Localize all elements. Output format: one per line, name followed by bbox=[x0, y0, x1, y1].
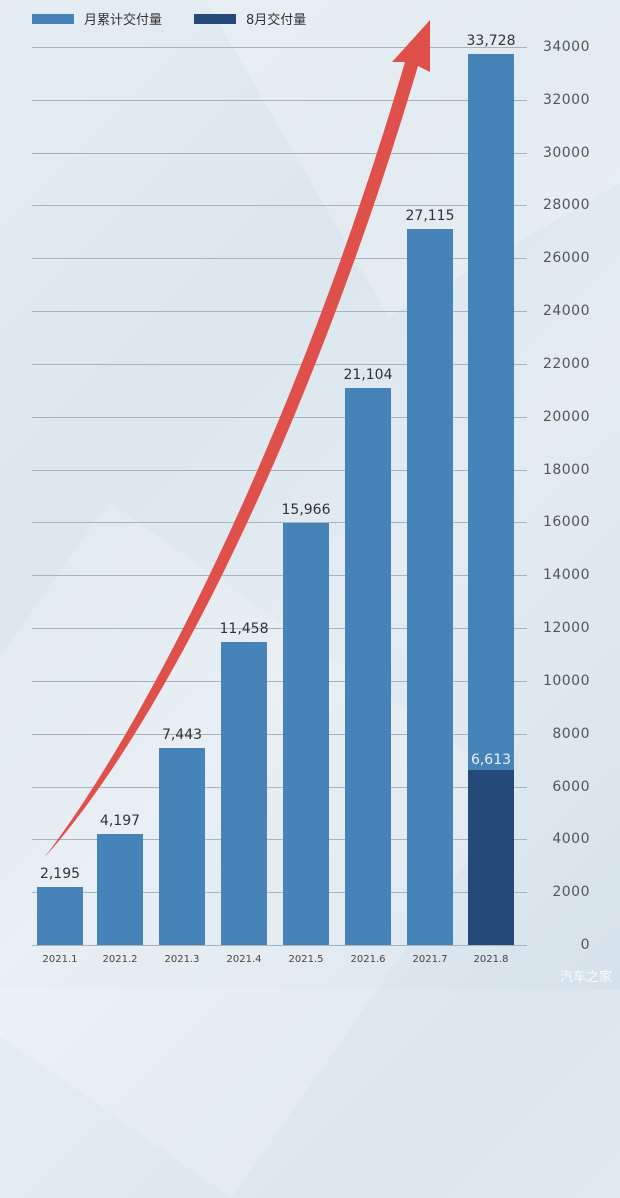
bar-value-label: 2,195 bbox=[39, 866, 81, 883]
bar-value-label: 33,728 bbox=[466, 33, 516, 50]
grid-line bbox=[32, 47, 527, 48]
y-axis-tick-label: 6000 bbox=[552, 778, 590, 795]
bar-2021.5 bbox=[283, 523, 329, 945]
y-axis-tick-label: 0 bbox=[580, 937, 590, 953]
x-axis-tick-label: 2021.1 bbox=[42, 954, 78, 965]
x-axis-tick-label: 2021.3 bbox=[164, 954, 200, 965]
x-axis-baseline bbox=[32, 945, 527, 946]
x-axis-tick-label: 2021.7 bbox=[412, 954, 448, 965]
bar-value-label: 4,197 bbox=[99, 813, 141, 830]
grid-line bbox=[32, 734, 527, 735]
y-axis-tick-label: 14000 bbox=[542, 567, 590, 584]
bar-2021.3 bbox=[159, 748, 205, 945]
y-axis-tick-label: 18000 bbox=[542, 461, 590, 478]
y-axis-tick-label: 16000 bbox=[542, 514, 590, 531]
y-axis-tick-label: 20000 bbox=[542, 408, 590, 425]
bar-2021.7 bbox=[407, 228, 453, 945]
bar-2021.4 bbox=[221, 642, 267, 945]
grid-line bbox=[32, 205, 527, 206]
chart-legend: 月累计交付量 8月交付量 bbox=[32, 9, 328, 28]
x-axis-tick-label: 2021.6 bbox=[350, 954, 386, 965]
y-axis-tick-label: 28000 bbox=[542, 197, 590, 214]
grid-line bbox=[32, 470, 527, 471]
grid-line bbox=[32, 575, 527, 576]
y-axis-tick-label: 26000 bbox=[542, 250, 590, 267]
y-axis-tick-label: 32000 bbox=[542, 91, 590, 108]
y-axis-tick-label: 22000 bbox=[542, 355, 590, 372]
chart-plot-area: 0 2000 4000 6000 8000 10000 12000 14000 16000 180… bbox=[32, 33, 590, 965]
grid-line bbox=[32, 100, 527, 101]
grid-line bbox=[32, 258, 527, 259]
bar-value-label: 27,115 bbox=[405, 207, 455, 224]
legend-label-cumulative: 月累计交付量 bbox=[84, 13, 163, 28]
y-axis-tick-label: 30000 bbox=[542, 144, 590, 161]
grid-line bbox=[32, 364, 527, 365]
x-axis-tick-label: 2021.2 bbox=[102, 954, 138, 965]
grid-line bbox=[32, 787, 527, 788]
legend-swatch-cumulative bbox=[32, 13, 74, 24]
y-axis-tick-label: 34000 bbox=[542, 39, 590, 55]
grid-line bbox=[32, 522, 527, 523]
trend-arrow-icon bbox=[44, 20, 430, 858]
legend-item-cumulative: 月累计交付量 bbox=[32, 9, 162, 28]
bar-value-label: 15,966 bbox=[281, 502, 331, 519]
x-axis-tick-label: 2021.4 bbox=[226, 954, 262, 965]
grid-line bbox=[32, 628, 527, 629]
bar-2021.1 bbox=[37, 887, 83, 945]
legend-label-august: 8月交付量 bbox=[246, 13, 307, 28]
watermark: 汽车之家 bbox=[559, 970, 612, 985]
grid-line bbox=[32, 153, 527, 154]
y-axis-tick-label: 4000 bbox=[552, 831, 590, 848]
legend-swatch-august bbox=[194, 13, 237, 24]
grid-line bbox=[32, 681, 527, 682]
bar-2021.8: 6,613 bbox=[468, 54, 514, 945]
bar-value-label: 11,458 bbox=[219, 621, 269, 638]
grid-line bbox=[32, 839, 527, 840]
segment-value-label: 6,613 bbox=[470, 752, 512, 769]
y-axis-tick-label: 2000 bbox=[552, 884, 590, 901]
y-axis-tick-label: 24000 bbox=[542, 303, 590, 320]
y-axis-tick-label: 8000 bbox=[552, 725, 590, 742]
bar-2021.6 bbox=[345, 387, 391, 945]
bar-value-label: 21,104 bbox=[343, 366, 393, 383]
grid-line bbox=[32, 892, 527, 893]
x-axis-tick-label: 2021.8 bbox=[473, 954, 509, 965]
grid-line bbox=[32, 311, 527, 312]
grid-line bbox=[32, 417, 527, 418]
bar-segment-august bbox=[468, 770, 514, 945]
x-axis-tick-label: 2021.5 bbox=[288, 954, 324, 965]
y-axis-tick-label: 12000 bbox=[542, 620, 590, 637]
y-axis-tick-label: 10000 bbox=[542, 672, 590, 689]
bar-value-label: 7,443 bbox=[161, 727, 203, 744]
bar-2021.2 bbox=[97, 834, 143, 945]
legend-item-august: 8月交付量 bbox=[194, 9, 306, 28]
